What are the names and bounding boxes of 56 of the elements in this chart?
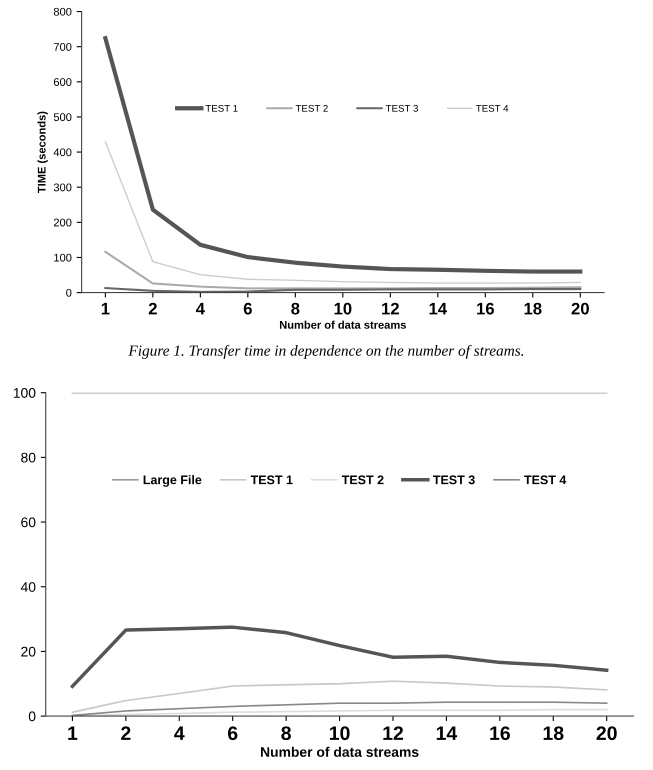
y-tick-label: 0 [28,711,36,722]
x-tick-label: 14 [436,726,458,740]
y-tick-label: 40 [20,582,36,592]
x-tick-label: 8 [291,302,300,315]
caption: Figure 1. Transfer time in dependence on the number of streams. [128,344,524,359]
y-tick-label: 400 [54,148,72,156]
line-series [70,625,608,688]
y-tick-label: 100 [54,254,72,262]
y-tick-label: 700 [54,42,72,51]
x-tick-label: 16 [477,302,494,315]
x-tick-label: 2 [148,302,157,314]
legend-label: TEST 3 [432,475,475,484]
legend-label: Large File [144,475,202,487]
x-tick-label: 2 [121,726,130,740]
x-tick-label: 12 [382,302,399,314]
x-tick-label: 18 [544,726,564,740]
line-series [72,680,608,714]
y-axis-title: TIME (seconds) [37,112,48,193]
y-tick-label: 60 [21,517,36,528]
line-series [103,36,582,274]
x-tick-label: 10 [330,726,350,740]
y-tick-label: 300 [54,183,72,192]
x-tick-label: 14 [430,302,447,314]
x-tick-label: 16 [490,726,510,740]
x-tick-label: 4 [196,302,205,314]
x-tick-label: 18 [524,302,542,315]
x-tick-label: 1 [68,726,78,740]
legend-label: TEST 2 [296,104,328,112]
y-tick-label: 80 [21,452,36,463]
x-tick-label: 20 [596,726,617,740]
x-tick-label: 12 [383,726,404,740]
y-tick-label: 800 [54,8,72,16]
y-tick-label: 100 [14,388,36,398]
x-tick-label: 1 [102,302,110,314]
legend-label: TEST 2 [342,475,384,484]
y-tick-label: 600 [54,78,72,86]
x-tick-label: 6 [244,302,252,315]
x-tick-label: 6 [228,726,238,740]
x-tick-label: 8 [281,726,291,740]
y-tick-label: 200 [54,218,72,226]
x-tick-label: 4 [174,726,185,740]
y-tick-label: 20 [21,646,36,657]
legend-label: TEST 1 [250,475,293,484]
line-series [72,701,608,716]
line-series [104,250,582,290]
x-tick-label: 10 [334,302,352,315]
legend-label: TEST 1 [206,104,238,112]
line-series [104,141,581,284]
y-tick-label: 500 [54,113,72,122]
legend-label: TEST 4 [524,475,566,484]
y-tick-label: 0 [66,288,72,297]
x-axis-title: Number of data streams [260,746,418,757]
x-axis-title: Number of data streams [280,320,406,329]
legend-label: TEST 4 [476,104,508,112]
x-tick-label: 20 [572,302,589,315]
legend-label: TEST 3 [386,104,418,112]
